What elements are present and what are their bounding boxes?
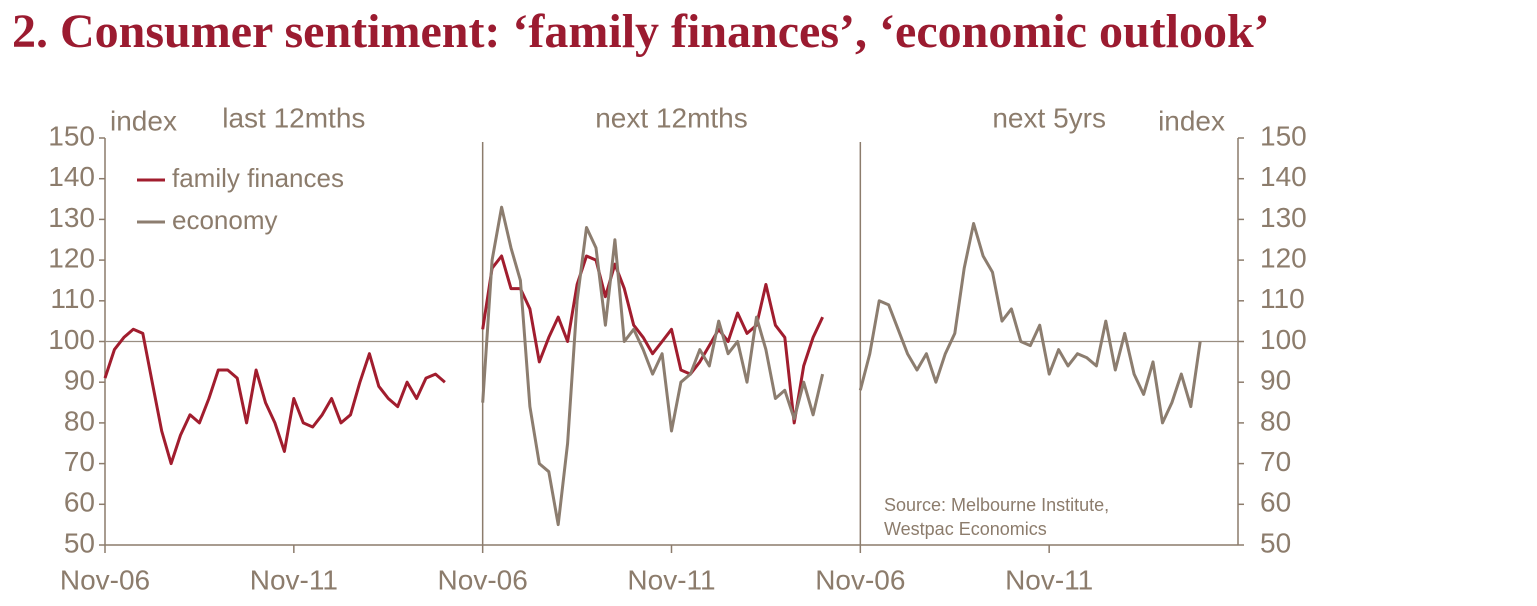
x-tick-label: Nov-11 xyxy=(627,564,715,595)
x-tick-label: Nov-06 xyxy=(438,564,528,595)
legend-label: family finances xyxy=(172,163,344,193)
y-tick-label: 150 xyxy=(48,120,95,151)
y-tick-label: 100 xyxy=(48,324,95,355)
source: Westpac Economics xyxy=(884,519,1047,539)
y2-tick-label: 60 xyxy=(1260,487,1291,518)
x-tick-label: Nov-06 xyxy=(815,564,905,595)
y-tick-label: 90 xyxy=(64,365,95,396)
x-tick-label: Nov-06 xyxy=(60,564,150,595)
y-tick-label: 80 xyxy=(64,405,95,436)
y2-tick-label: 130 xyxy=(1260,202,1307,233)
y2-tick-label: 80 xyxy=(1260,405,1291,436)
y-tick-label: 50 xyxy=(64,527,95,558)
data-line xyxy=(858,222,1202,425)
y2-tick-label: 90 xyxy=(1260,365,1291,396)
y2-axis-label: index xyxy=(1158,105,1225,136)
chart-title: 2. Consumer sentiment: ‘family finances’… xyxy=(12,5,1270,58)
y2-tick-label: 50 xyxy=(1260,527,1291,558)
panel-label: next 5yrs xyxy=(992,102,1106,133)
panel-label: next 12mths xyxy=(595,102,748,133)
y-axis-label: index xyxy=(110,105,177,136)
y-tick-label: 60 xyxy=(64,487,95,518)
y-tick-label: 120 xyxy=(48,242,95,273)
y2-tick-label: 110 xyxy=(1260,283,1305,314)
legend-label: economy xyxy=(172,205,278,235)
data-line xyxy=(481,254,824,425)
y-tick-label: 140 xyxy=(48,161,95,192)
y-tick-label: 130 xyxy=(48,202,95,233)
y2-tick-label: 120 xyxy=(1260,242,1307,273)
y2-tick-label: 100 xyxy=(1260,324,1307,355)
x-tick-label: Nov-11 xyxy=(1005,564,1093,595)
y2-tick-label: 70 xyxy=(1260,446,1291,477)
data-line xyxy=(481,205,825,527)
y-tick-label: 110 xyxy=(50,283,95,314)
y-tick-label: 70 xyxy=(64,446,95,477)
panel-label: last 12mths xyxy=(222,102,365,133)
x-tick-label: Nov-11 xyxy=(250,564,338,595)
source: Source: Melbourne Institute, xyxy=(884,495,1109,515)
y2-tick-label: 150 xyxy=(1260,120,1307,151)
y2-tick-label: 140 xyxy=(1260,161,1307,192)
data-line xyxy=(103,327,446,466)
